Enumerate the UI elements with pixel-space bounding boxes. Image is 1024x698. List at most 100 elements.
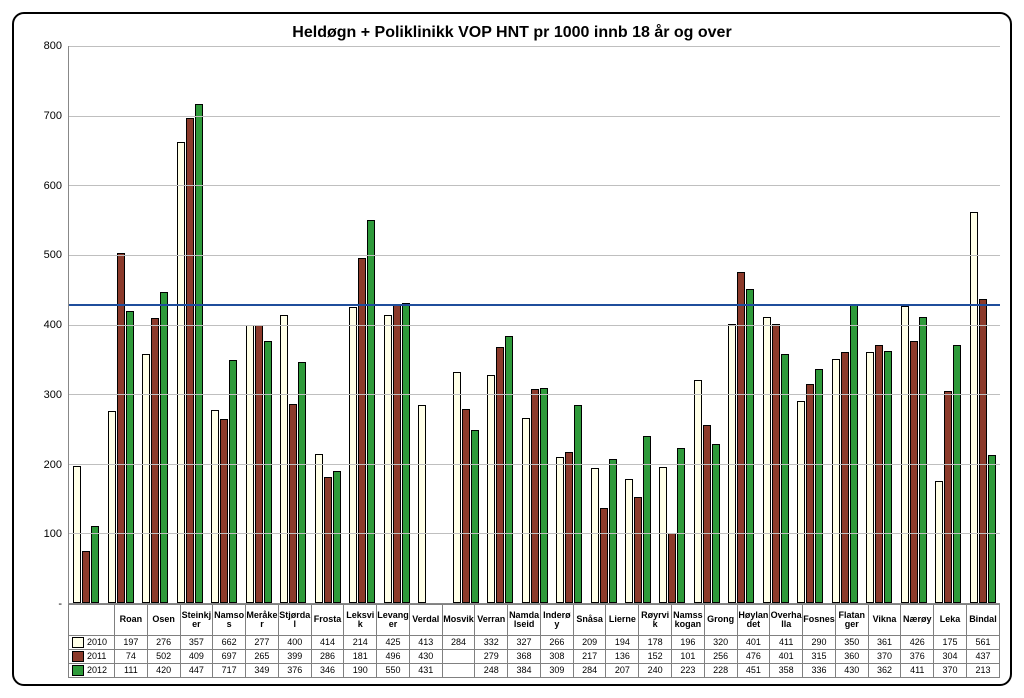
bar (634, 497, 642, 603)
table-cell: 223 (672, 664, 705, 678)
table-cell: 360 (835, 650, 868, 664)
table-cell: 502 (147, 650, 180, 664)
plot-wrap: -100200300400500600700800 (24, 46, 1000, 604)
gridline (69, 325, 1000, 326)
table-cell: 349 (246, 664, 279, 678)
bar (324, 477, 332, 603)
y-tick-label: 400 (22, 319, 62, 331)
bar (781, 354, 789, 603)
gridline (69, 394, 1000, 395)
table-cell: 411 (901, 664, 934, 678)
category-label: Vikna (868, 605, 901, 636)
bar (280, 315, 288, 603)
table-cell: 284 (442, 636, 475, 650)
table-cell: 266 (540, 636, 573, 650)
bar (677, 448, 685, 603)
table-cell: 399 (278, 650, 311, 664)
bar (901, 306, 909, 603)
legend-swatch (72, 637, 84, 648)
category-label: Namsos (213, 605, 246, 636)
bar (797, 401, 805, 603)
table-cell: 196 (672, 636, 705, 650)
category-label: Grong (704, 605, 737, 636)
table-cell: 413 (409, 636, 442, 650)
table-cell: 368 (508, 650, 541, 664)
table-cell: 400 (278, 636, 311, 650)
bar (591, 468, 599, 603)
table-cell: 217 (573, 650, 606, 664)
table-cell: 304 (934, 650, 967, 664)
bar (91, 526, 99, 603)
table-cell: 320 (704, 636, 737, 650)
bar (953, 345, 961, 603)
table-cell: 476 (737, 650, 770, 664)
bar (866, 352, 874, 603)
bar (763, 317, 771, 603)
table-cell: 240 (639, 664, 672, 678)
bar (384, 315, 392, 603)
table-cell: 308 (540, 650, 573, 664)
table-cell: 315 (803, 650, 836, 664)
table-cell: 194 (606, 636, 639, 650)
bar (746, 289, 754, 603)
table-cell (442, 650, 475, 664)
table-cell: 248 (475, 664, 508, 678)
table-cell: 228 (704, 664, 737, 678)
category-label: Overhalla (770, 605, 803, 636)
table-cell: 209 (573, 636, 606, 650)
table-cell: 357 (180, 636, 213, 650)
bar (195, 104, 203, 603)
bar (935, 481, 943, 603)
bar (73, 466, 81, 603)
table-cell (442, 664, 475, 678)
bar (211, 410, 219, 603)
bar (418, 405, 426, 603)
data-table-wrap: RoanOsenSteinkjerNamsosMeråkerStjørdalFr… (68, 604, 1000, 678)
bar (82, 551, 90, 603)
table-cell: 332 (475, 636, 508, 650)
bar (496, 347, 504, 603)
table-cell: 175 (934, 636, 967, 650)
bar (487, 375, 495, 603)
y-tick-label: 600 (22, 180, 62, 192)
table-cell: 376 (278, 664, 311, 678)
table-cell: 384 (508, 664, 541, 678)
category-label: Leksvik (344, 605, 377, 636)
category-label: Steinkjer (180, 605, 213, 636)
table-cell: 358 (770, 664, 803, 678)
table-cell: 717 (213, 664, 246, 678)
gridline (69, 255, 1000, 256)
category-label: Roan (115, 605, 148, 636)
table-cell: 414 (311, 636, 344, 650)
y-tick-label: 200 (22, 459, 62, 471)
category-label: Leka (934, 605, 967, 636)
bar (471, 430, 479, 603)
table-cell: 327 (508, 636, 541, 650)
bar (884, 351, 892, 603)
bar (600, 508, 608, 603)
table-cell: 370 (868, 650, 901, 664)
legend-label: 2012 (87, 665, 107, 675)
bar (142, 354, 150, 603)
table-cell: 284 (573, 664, 606, 678)
category-label: Verran (475, 605, 508, 636)
bar (367, 220, 375, 603)
legend-cell: 2012 (69, 664, 115, 678)
table-cell: 451 (737, 664, 770, 678)
bar (358, 258, 366, 603)
bar (970, 212, 978, 603)
table-cell: 290 (803, 636, 836, 650)
table-cell: 361 (868, 636, 901, 650)
table-cell: 496 (377, 650, 410, 664)
table-cell: 425 (377, 636, 410, 650)
bar (186, 118, 194, 603)
table-cell: 336 (803, 664, 836, 678)
table-cell: 181 (344, 650, 377, 664)
bar (108, 411, 116, 603)
table-cell: 276 (147, 636, 180, 650)
table-cell: 409 (180, 650, 213, 664)
table-cell: 101 (672, 650, 705, 664)
bar (556, 457, 564, 603)
bar (737, 272, 745, 603)
y-tick-label: 700 (22, 110, 62, 122)
